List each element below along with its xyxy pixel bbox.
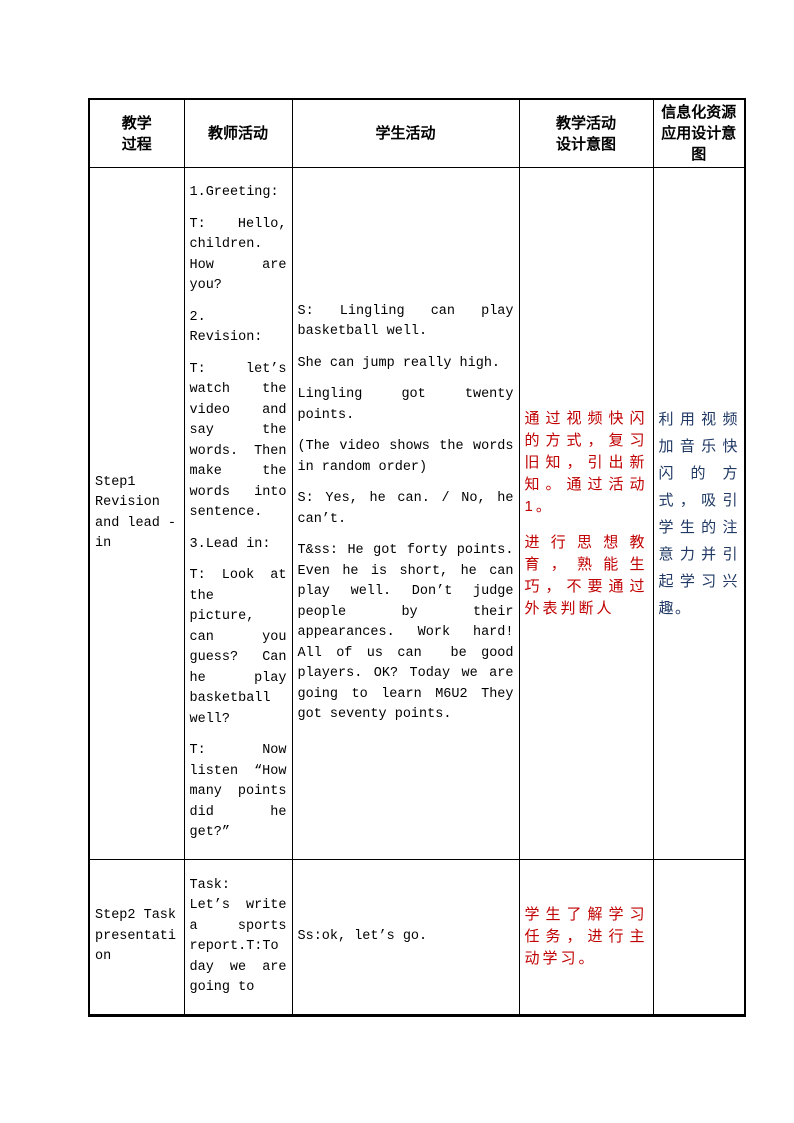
- process-label: Step2 Task presentation: [95, 908, 184, 965]
- header-activity-design-intent: 教学活动 设计意图: [518, 98, 654, 168]
- paragraph: Ss:ok, let’s go.: [297, 928, 428, 944]
- paragraph: 进行思想教育，熟能生巧，不要通过外表判断人: [524, 533, 648, 617]
- paragraph: 通过视频快闪的方式，复习旧知，引出新知。通过活动1。: [524, 409, 648, 515]
- cell-step1-it-resource-intent: 利用视频加音乐快闪的方式，吸引学生的注意力并引起学习兴趣。: [652, 167, 746, 860]
- paragraph: T: Look at the picture, can you guess? C…: [189, 568, 287, 727]
- paragraph: 2. Revision:: [189, 309, 263, 346]
- header-teacher-activity: 教师活动: [183, 98, 293, 168]
- cell-step2-teacher-activity: Task: Let’s write a sports report.T:Toda…: [183, 859, 293, 1017]
- lesson-plan-table-container: 教学 过程 教师活动 学生活动 教学活动 设计意图 信息化资源 应用设计意 图 …: [88, 98, 746, 1017]
- paragraph: S: Lingling can play basketball well.: [297, 303, 514, 340]
- table-header-row: 教学 过程 教师活动 学生活动 教学活动 设计意图 信息化资源 应用设计意 图: [88, 98, 746, 168]
- paragraph: (The video shows the words in random ord…: [297, 439, 514, 475]
- header-it-resource-design-intent: 信息化资源 应用设计意 图: [652, 98, 746, 168]
- paragraph: Lingling got twenty points.: [297, 387, 514, 423]
- paragraph: T: let’s watch the video and say the wor…: [189, 361, 287, 521]
- cell-step2-process: Step2 Task presentation: [88, 859, 185, 1017]
- paragraph: T: Hello, children. How are you?: [189, 216, 287, 294]
- paragraph: S: Yes, he can. / No, he can’t.: [297, 491, 514, 527]
- paragraph: 1.Greeting:: [189, 185, 279, 201]
- cell-step1-process: Step1 Revision and lead - in: [88, 167, 185, 860]
- paragraph: Task: Let’s write a sports report.T:Toda…: [189, 877, 287, 996]
- table-row-step2: Step2 Task presentation Task: Let’s writ…: [88, 859, 746, 1017]
- cell-step1-teacher-activity: 1.Greeting: T: Hello, children. How are y…: [183, 167, 293, 860]
- cell-step2-student-activity: Ss:ok, let’s go.: [291, 859, 520, 1017]
- paragraph: 3.Lead in:: [189, 536, 271, 552]
- paragraph: 利用视频加音乐快闪的方式，吸引学生的注意力并引起学习兴趣。: [658, 410, 739, 617]
- header-teaching-process: 教学 过程: [88, 98, 185, 168]
- cell-step1-design-intent: 通过视频快闪的方式，复习旧知，引出新知。通过活动1。进行思想教育，熟能生巧，不要…: [518, 167, 654, 860]
- cell-step1-student-activity: S: Lingling can play basketball well. She…: [291, 167, 520, 860]
- lesson-plan-table: 教学 过程 教师活动 学生活动 教学活动 设计意图 信息化资源 应用设计意 图 …: [88, 98, 746, 1017]
- process-label: Step1 Revision and lead - in: [95, 474, 184, 552]
- paragraph: T&ss: He got forty points. Even he is sh…: [297, 543, 514, 722]
- paragraph: 学生了解学习任务，进行主动学习。: [524, 906, 648, 967]
- table-row-step1: Step1 Revision and lead - in 1.Greeting:…: [88, 167, 746, 860]
- cell-step2-design-intent: 学生了解学习任务，进行主动学习。: [518, 859, 654, 1017]
- paragraph: T: Now listen “How many points did he ge…: [189, 743, 287, 841]
- header-student-activity: 学生活动: [291, 98, 520, 168]
- paragraph: She can jump really high.: [297, 355, 501, 371]
- cell-step2-it-resource-intent: [652, 859, 746, 1017]
